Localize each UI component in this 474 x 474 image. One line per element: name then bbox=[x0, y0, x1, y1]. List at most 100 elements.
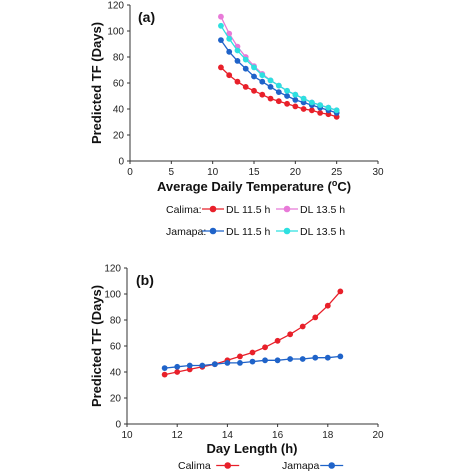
x-tick-label: 30 bbox=[372, 167, 384, 178]
data-point bbox=[299, 356, 306, 362]
x-tick-label: 12 bbox=[172, 430, 184, 441]
x-tick-label: 16 bbox=[272, 430, 284, 441]
x-tick-label: 20 bbox=[372, 430, 384, 441]
data-point bbox=[333, 107, 340, 114]
data-point bbox=[259, 78, 266, 85]
data-point bbox=[161, 371, 168, 378]
legend-marker bbox=[328, 462, 336, 469]
series-jamapa bbox=[161, 353, 344, 371]
data-point bbox=[249, 349, 256, 356]
panel-a-x-axis-title-main: Average Daily Temperature ( bbox=[157, 179, 333, 194]
data-point bbox=[299, 323, 306, 330]
panel-a-y-axis-title: Predicted TF (Days) bbox=[89, 22, 104, 144]
data-point bbox=[199, 362, 206, 369]
data-point bbox=[161, 365, 168, 371]
data-point bbox=[274, 337, 281, 344]
data-point bbox=[211, 361, 218, 368]
y-tick-label: 120 bbox=[107, 1, 124, 12]
data-point bbox=[242, 84, 249, 90]
legend-label: DL 13.5 h bbox=[300, 226, 345, 238]
legend-entry: Calima bbox=[178, 460, 240, 472]
data-point bbox=[226, 30, 233, 37]
legend-entry: Jamapa bbox=[282, 460, 344, 472]
legend-label: DL 13.5 h bbox=[300, 204, 345, 216]
data-point bbox=[300, 95, 307, 102]
y-tick-label: 40 bbox=[110, 368, 122, 379]
x-tick-label: 20 bbox=[290, 167, 302, 178]
y-tick-label: 80 bbox=[113, 53, 125, 64]
series-jamapa-dl-13-5-h bbox=[218, 22, 340, 114]
y-tick-label: 20 bbox=[113, 131, 125, 142]
data-point bbox=[218, 37, 224, 43]
x-tick-label: 10 bbox=[207, 167, 219, 178]
legend-label: Calima bbox=[178, 460, 211, 472]
data-point bbox=[174, 369, 181, 375]
y-tick-label: 20 bbox=[110, 394, 122, 405]
legend-entry: DL 13.5 h bbox=[276, 226, 345, 238]
legend-label: Jamapa bbox=[282, 460, 320, 472]
data-point bbox=[308, 99, 315, 106]
panel-b-label: (b) bbox=[136, 272, 154, 288]
y-tick-label: 120 bbox=[104, 264, 121, 275]
legend-marker bbox=[224, 462, 231, 469]
data-point bbox=[292, 97, 299, 103]
data-point bbox=[317, 110, 324, 116]
panel-b-y-axis-title: Predicted TF (Days) bbox=[89, 285, 104, 407]
y-tick-label: 60 bbox=[113, 79, 125, 90]
panel-a-x-axis-title-end: C) bbox=[337, 179, 351, 194]
data-point bbox=[284, 93, 290, 99]
x-tick-label: 25 bbox=[331, 167, 343, 178]
series-line bbox=[220, 25, 337, 111]
data-point bbox=[242, 56, 249, 63]
data-point bbox=[312, 354, 319, 361]
data-point bbox=[337, 288, 344, 295]
data-point bbox=[337, 353, 344, 360]
data-point bbox=[324, 354, 331, 361]
panel-b-x-axis-title: Day Length (h) bbox=[207, 441, 298, 456]
data-point bbox=[284, 87, 290, 94]
y-tick-label: 100 bbox=[107, 27, 124, 38]
legend-entry: DL 11.5 h bbox=[202, 204, 271, 216]
y-tick-label: 60 bbox=[110, 342, 122, 353]
legend-marker bbox=[283, 205, 291, 213]
data-point bbox=[267, 77, 274, 84]
panel-b-chart: (b) Predicted TF (Days) Day Length (h) 0… bbox=[89, 264, 384, 473]
data-point bbox=[275, 89, 282, 95]
legend-group-calima: Calima: bbox=[166, 204, 202, 216]
legend-entry: DL 13.5 h bbox=[276, 204, 345, 216]
data-point bbox=[287, 356, 294, 362]
x-tick-label: 10 bbox=[121, 430, 133, 441]
data-point bbox=[312, 314, 319, 321]
data-point bbox=[237, 353, 243, 360]
x-tick-label: 18 bbox=[322, 430, 334, 441]
data-point bbox=[251, 87, 257, 94]
legend-label: DL 11.5 h bbox=[226, 204, 271, 216]
data-point bbox=[267, 95, 274, 102]
legend-marker bbox=[283, 227, 291, 235]
data-point bbox=[259, 91, 266, 98]
data-point bbox=[292, 91, 299, 98]
legend-marker bbox=[209, 227, 217, 235]
data-point bbox=[218, 22, 224, 29]
data-point bbox=[226, 72, 233, 79]
x-tick-label: 5 bbox=[169, 167, 175, 178]
data-point bbox=[284, 100, 290, 107]
data-point bbox=[251, 64, 257, 71]
panel-a-label: (a) bbox=[138, 9, 155, 25]
data-point bbox=[174, 363, 181, 370]
data-point bbox=[234, 78, 241, 85]
data-point bbox=[249, 358, 256, 365]
data-point bbox=[251, 73, 257, 80]
panel-a-chart: (a) Predicted TF (Days) Average Daily Te… bbox=[89, 1, 384, 239]
data-point bbox=[325, 104, 332, 111]
legend-label: DL 11.5 h bbox=[226, 226, 271, 238]
x-tick-label: 0 bbox=[127, 167, 133, 178]
data-point bbox=[242, 65, 249, 72]
x-tick-label: 14 bbox=[222, 430, 234, 441]
legend-group-jamapa: Jamapa: bbox=[166, 226, 206, 238]
data-point bbox=[237, 360, 243, 366]
data-point bbox=[300, 106, 307, 112]
data-point bbox=[218, 64, 224, 71]
data-point bbox=[234, 58, 241, 64]
